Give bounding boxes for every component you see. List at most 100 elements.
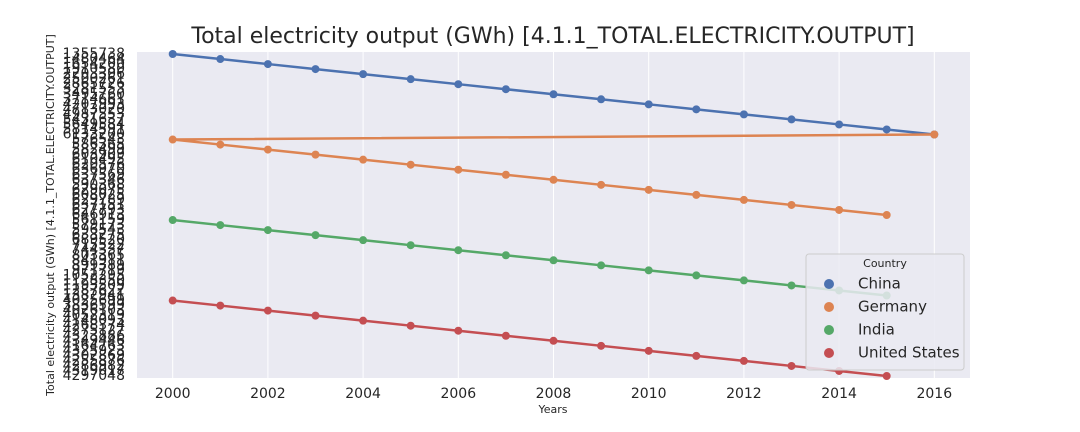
data-point: [406, 321, 415, 330]
data-point: [739, 110, 748, 119]
data-point: [216, 221, 225, 230]
data-point: [359, 155, 368, 164]
y-tick-label: 620576: [72, 157, 126, 173]
legend-marker: [824, 325, 834, 335]
x-tick-label: 2012: [726, 386, 762, 402]
series-line: [172, 218, 887, 297]
y-tick-label: 689520: [72, 232, 125, 248]
y-tick-label: 586365: [72, 137, 125, 153]
y-tick-label: 4987553: [63, 106, 125, 122]
y-tick-label: 4302869: [63, 348, 125, 364]
y-tick-label: 803365: [72, 247, 125, 263]
y-tick-label: 629789: [72, 192, 125, 208]
y-tick-label: 610495: [72, 152, 125, 168]
legend-title: Country: [863, 257, 907, 270]
data-point: [311, 311, 320, 320]
x-tick-label: 2002: [250, 386, 286, 402]
data-point: [263, 145, 272, 154]
y-tick-label: 1910580: [63, 61, 125, 77]
y-tick-label: 4052319: [63, 308, 125, 324]
data-point: [882, 372, 891, 380]
y-tick-label: 971719: [72, 262, 125, 278]
data-point: [549, 90, 558, 99]
y-tick-label: 2203306: [63, 66, 125, 82]
y-tick-label: 646913: [72, 207, 125, 223]
legend: Country China Germany India United States: [805, 253, 965, 371]
y-tick-label: 1287622: [63, 282, 125, 298]
data-point: [263, 226, 272, 235]
y-tick-label: 4297048: [63, 368, 125, 384]
y-tick-label: 5814591: [63, 121, 125, 137]
y-tick-label: 715522: [72, 237, 125, 253]
y-tick-label: 561159: [72, 212, 125, 228]
data-point: [597, 341, 606, 350]
y-tick-label: 2865726: [63, 76, 125, 92]
y-tick-label: 1355738: [63, 46, 125, 62]
y-tick-label: 899389: [72, 257, 125, 273]
data-point: [501, 170, 510, 179]
data-point: [501, 85, 510, 94]
data-point: [597, 261, 606, 270]
y-tick-label: 4319017: [63, 363, 125, 379]
y-tick-label: 636970: [72, 162, 125, 178]
x-tick-label: 2006: [440, 386, 476, 402]
legend-label: Germany: [858, 298, 927, 316]
y-tick-label: 4268374: [63, 318, 125, 334]
data-point: [597, 180, 606, 189]
legend-label: United States: [858, 344, 960, 362]
data-point: [549, 256, 558, 265]
legend-marker: [824, 302, 834, 312]
data-point: [882, 211, 891, 219]
y-tick-label: 4255876: [63, 353, 125, 369]
data-point: [359, 316, 368, 325]
data-point: [739, 356, 748, 365]
data-point: [311, 231, 320, 240]
y-tick-label: 633275: [72, 227, 125, 243]
y-tick-label: 4275127: [63, 323, 125, 339]
data-point: [882, 125, 891, 134]
data-point: [454, 165, 463, 174]
data-point: [787, 361, 796, 370]
y-tick-label: 579173: [72, 217, 125, 233]
data-point: [739, 195, 748, 204]
data-point: [549, 175, 558, 184]
data-point: [644, 100, 653, 109]
data-point: [549, 336, 558, 345]
data-point: [311, 65, 320, 74]
x-tick-label: 2008: [536, 386, 572, 402]
y-tick-label: 4325923: [63, 343, 125, 359]
data-point: [597, 95, 606, 104]
data-point: [168, 135, 177, 144]
y-tick-label: 3281553: [63, 81, 125, 97]
y-tick-label: 1382941: [63, 288, 125, 304]
x-axis-label: Years: [537, 403, 567, 416]
data-point: [835, 205, 844, 214]
data-point: [216, 55, 225, 64]
y-tick-label: 582499: [72, 142, 125, 158]
y-tick-label: 3495760: [63, 86, 125, 102]
y-tick-label: 841911: [72, 252, 125, 268]
data-point: [930, 130, 939, 139]
data-point: [739, 276, 748, 285]
y-tick-label: 4713020: [63, 101, 125, 117]
y-tick-label: 744337: [72, 242, 125, 258]
legend-label: India: [858, 321, 895, 339]
data-point: [835, 120, 844, 129]
y-tick-label: 4025699: [63, 293, 125, 309]
data-point: [168, 50, 177, 58]
data-point: [168, 216, 177, 225]
x-tick-label: 2014: [821, 386, 857, 402]
data-point: [311, 150, 320, 159]
data-point: [501, 251, 510, 260]
legend-box: [805, 253, 965, 371]
data-point: [263, 306, 272, 315]
data-point: [644, 346, 653, 355]
y-tick-label: 576543: [72, 132, 125, 148]
y-tick-label: 1480464: [63, 51, 125, 67]
data-point: [501, 331, 510, 340]
data-point: [406, 160, 415, 169]
data-point: [454, 246, 463, 255]
data-point: [692, 190, 701, 199]
x-tick-label: 2016: [916, 386, 952, 402]
